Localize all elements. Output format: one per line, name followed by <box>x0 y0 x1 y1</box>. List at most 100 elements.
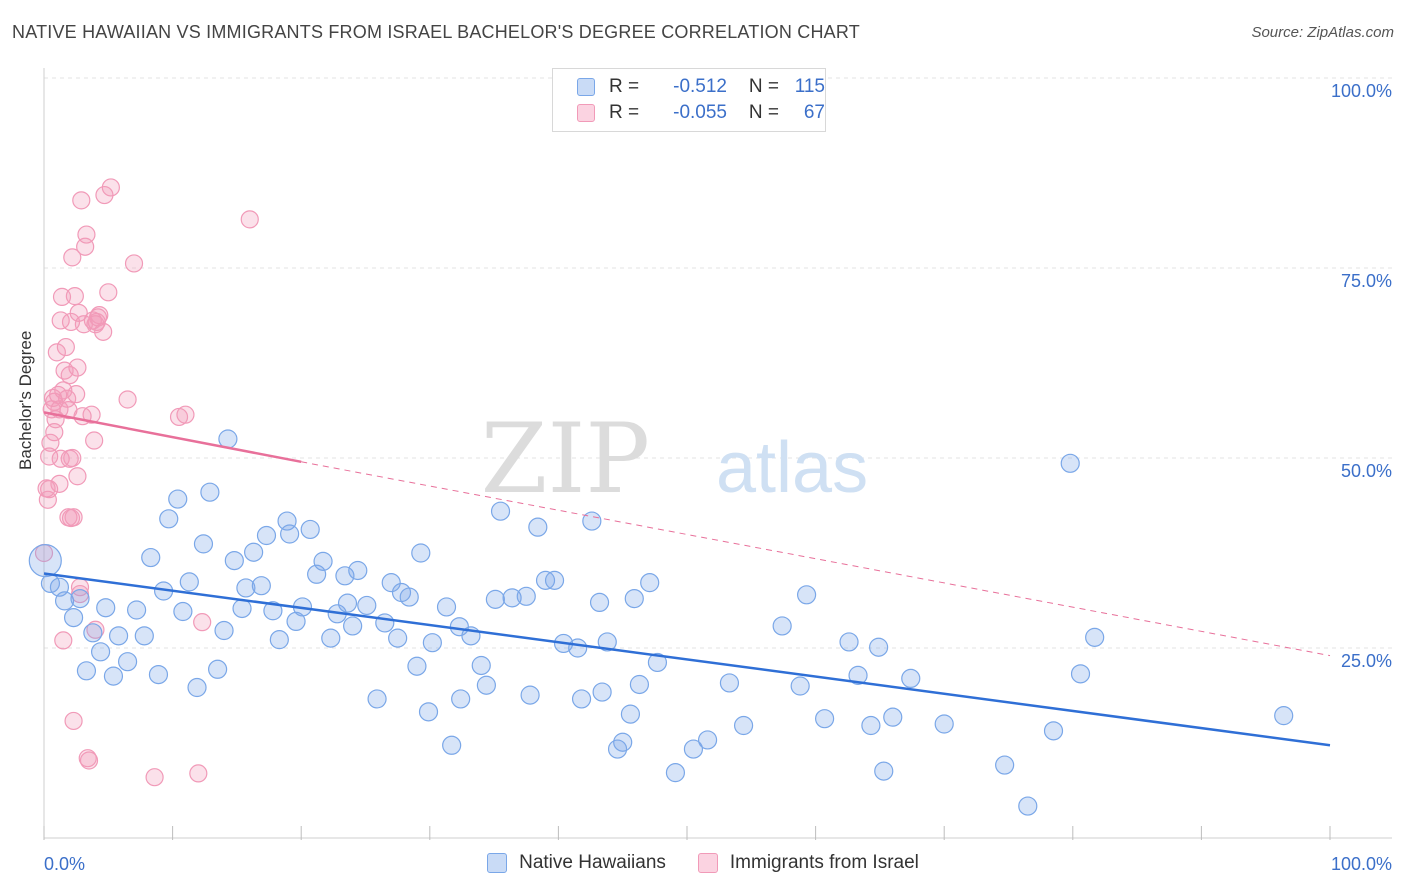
data-point-israel <box>90 306 109 325</box>
data-point-native-hawaiian <box>159 509 179 529</box>
legend-swatch-blue <box>487 853 508 873</box>
data-point-israel <box>189 764 208 783</box>
legend-r-value: -0.512 <box>673 76 727 97</box>
legend-item-native-hawaiians[interactable]: Native Hawaiians <box>487 852 666 874</box>
data-point-native-hawaiian <box>613 732 633 752</box>
data-point-native-hawaiian <box>869 637 889 657</box>
data-point-native-hawaiian <box>471 655 491 676</box>
data-point-native-hawaiian <box>640 573 660 593</box>
trend-line-native-hawaiians <box>43 572 1331 747</box>
data-point-native-hawaiian <box>796 585 817 605</box>
data-point-native-hawaiian <box>861 715 881 736</box>
data-point-israel <box>40 480 59 499</box>
legend-row-immigrants-from-israel: R = -0.055 N = 67 <box>577 101 825 125</box>
data-point-native-hawaiian <box>733 715 754 736</box>
legend-label: Immigrants from Israel <box>729 852 919 873</box>
data-point-native-hawaiian <box>193 534 214 554</box>
data-point-israel <box>145 768 164 787</box>
source-label: Source: ZipAtlas.com <box>1251 24 1394 41</box>
x-tick-label: 100.0% <box>1331 854 1392 874</box>
data-point-israel <box>41 433 60 452</box>
legend-n-value: 67 <box>803 102 825 123</box>
data-point-israel <box>52 287 72 306</box>
data-point-native-hawaiian <box>1085 627 1105 647</box>
data-point-native-hawaiian <box>187 677 207 698</box>
data-point-israel <box>68 358 87 377</box>
data-point-native-hawaiian <box>103 666 124 686</box>
data-point-native-hawaiian <box>141 547 161 568</box>
data-point-native-hawaiian <box>592 682 612 702</box>
data-point-native-hawaiian <box>54 591 75 611</box>
data-point-israel <box>40 447 59 466</box>
data-point-native-hawaiian <box>134 626 154 646</box>
data-point-israel <box>193 613 212 632</box>
data-point-native-hawaiian <box>232 598 252 619</box>
grid-lines <box>44 77 1392 649</box>
data-point-israel <box>45 423 64 442</box>
legend-label: Native Hawaiians <box>519 852 666 873</box>
data-point-native-hawaiian <box>313 551 333 571</box>
data-point-israel <box>94 322 113 341</box>
data-point-native-hawaiian <box>214 620 234 641</box>
data-point-native-hawaiian <box>815 709 835 729</box>
data-point-native-hawaiian <box>381 573 401 593</box>
data-point-israel <box>68 467 87 486</box>
data-point-native-hawaiian <box>335 566 355 586</box>
legend-r-label: R = <box>609 76 640 97</box>
data-point-israel <box>72 191 91 210</box>
data-point-native-hawaiian <box>407 656 427 676</box>
data-point-israel <box>65 287 84 306</box>
data-point-native-hawaiian <box>200 482 220 502</box>
data-point-native-hawaiian <box>399 587 419 607</box>
data-point-native-hawaiian <box>772 616 792 636</box>
data-point-native-hawaiian <box>490 501 511 521</box>
data-point-native-hawaiian <box>70 588 90 609</box>
data-point-native-hawaiian <box>589 592 610 613</box>
data-point-israel <box>50 474 69 493</box>
data-point-israel <box>176 405 195 424</box>
data-point-native-hawaiian <box>179 572 199 592</box>
data-point-native-hawaiian <box>1043 721 1064 741</box>
data-point-native-hawaiian <box>436 597 457 617</box>
data-point-israel <box>95 185 114 205</box>
data-point-native-hawaiian <box>683 739 704 759</box>
legend-swatch-pink <box>697 853 718 873</box>
data-point-native-hawaiian <box>1060 453 1080 473</box>
data-point-native-hawaiian <box>665 763 686 783</box>
legend-item-immigrants-from-israel[interactable]: Immigrants from Israel <box>697 852 919 874</box>
y-tick-label: 75.0% <box>1341 271 1392 291</box>
watermark: ZIP atlas <box>481 403 868 515</box>
data-point-native-hawaiian <box>375 613 395 633</box>
data-point-israel <box>64 508 83 527</box>
legend-n-label: N = <box>748 76 779 97</box>
data-point-native-hawaiian <box>1274 706 1294 726</box>
data-point-native-hawaiian <box>126 600 147 620</box>
data-point-native-hawaiian <box>934 714 954 734</box>
data-point-native-hawaiian <box>117 652 138 672</box>
data-point-native-hawaiian <box>244 542 264 562</box>
series-native-hawaiians <box>28 429 1294 816</box>
chart-title: NATIVE HAWAIIAN VS IMMIGRANTS FROM ISRAE… <box>12 22 860 42</box>
watermark-atlas: atlas <box>716 428 868 508</box>
data-point-israel <box>56 337 75 357</box>
data-point-native-hawaiian <box>528 517 548 537</box>
data-point-native-hawaiian <box>411 543 431 563</box>
data-point-israel <box>59 508 78 527</box>
axes <box>43 68 1392 840</box>
series-legend: Native Hawaiians Immigrants from Israel <box>0 852 1406 874</box>
data-point-israel <box>124 254 144 273</box>
data-point-native-hawaiian <box>874 761 894 781</box>
data-point-israel <box>77 225 96 244</box>
legend-n-label: N = <box>748 102 779 123</box>
data-point-native-hawaiian <box>357 595 377 616</box>
data-point-native-hawaiian <box>995 755 1015 775</box>
data-point-native-hawaiian <box>1018 796 1038 816</box>
data-point-native-hawaiian <box>901 668 921 689</box>
y-tick-label: 25.0% <box>1341 651 1392 671</box>
data-point-native-hawaiian <box>476 675 496 695</box>
data-point-israel <box>63 448 82 468</box>
data-point-native-hawaiian <box>367 689 387 709</box>
data-point-native-hawaiian <box>697 730 718 750</box>
data-point-native-hawaiian <box>148 664 169 685</box>
y-axis-label: Bachelor's Degree <box>16 330 35 470</box>
